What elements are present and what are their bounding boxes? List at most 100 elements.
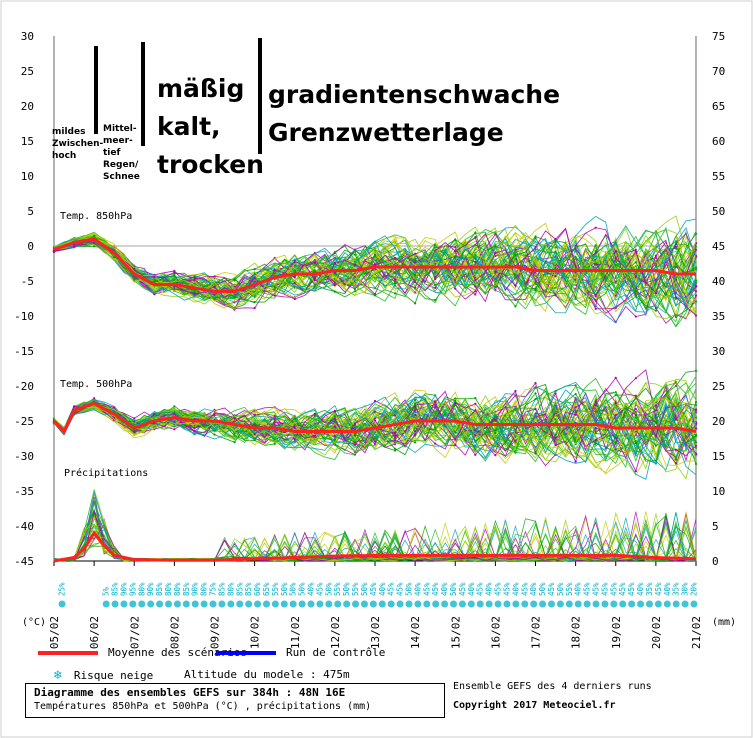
snow-risk-label: 55% <box>271 582 280 596</box>
ensemble-member-point <box>253 300 256 304</box>
ensemble-member-point <box>333 290 336 293</box>
ensemble-member-point <box>554 392 557 395</box>
snowflake-icon: ❄ <box>54 668 62 683</box>
ensemble-member-point <box>574 406 577 409</box>
ensemble-member-point <box>373 410 377 413</box>
ensemble-member-point <box>213 293 216 296</box>
ensemble-member-point <box>614 260 617 263</box>
snow-risk-label: 30% <box>681 582 690 596</box>
ensemble-member-line <box>53 379 697 460</box>
snowflake-icon <box>200 600 208 608</box>
ensemble-member-point <box>273 285 276 289</box>
ensemble-member-point <box>694 294 698 297</box>
snow-risk-label: 85% <box>217 582 226 596</box>
snow-risk-label: 50% <box>404 582 413 596</box>
snowflake-icon <box>271 600 279 608</box>
x-tick-label: 13/02 <box>369 616 382 649</box>
snowflake-icon <box>378 600 386 608</box>
snowflake-icon <box>334 600 342 608</box>
snow-risk-label: 50% <box>538 582 547 596</box>
ensemble-member-point <box>654 254 657 257</box>
snow-risk-label: 40% <box>485 582 494 596</box>
ensemble-member-point <box>434 286 437 289</box>
ensemble-member-point <box>373 440 377 443</box>
ensemble-member-point <box>393 439 397 442</box>
ensemble-member-line <box>53 229 697 300</box>
snow-risk-label: 55% <box>565 582 574 596</box>
ensemble-member-point <box>414 287 417 290</box>
snowflake-icon <box>619 600 627 608</box>
ensemble-member-point <box>414 433 417 436</box>
snowflake-icon <box>156 600 164 608</box>
snowflake-icon <box>645 600 653 608</box>
ensemble-member-point <box>694 300 698 303</box>
snow-risk-label: 25% <box>58 582 67 596</box>
panel-label: Précipitations <box>64 467 148 479</box>
ensemble-member-point <box>634 407 637 411</box>
ensemble-member-point <box>474 231 477 234</box>
snowflake-icon <box>280 600 288 608</box>
snowflake-icon <box>316 600 324 608</box>
chart-labels: 302520151050-5-10-15-20-25-30-35-40-4575… <box>14 30 736 649</box>
snowflake-icon <box>539 600 547 608</box>
snowflake-icon <box>307 600 315 608</box>
mean-series <box>52 237 697 563</box>
ensemble-member-point <box>313 285 316 288</box>
ensemble-member-point <box>113 406 116 409</box>
snow-risk-label: 40% <box>511 582 520 596</box>
ensemble-member-point <box>434 277 437 281</box>
annotation-mittelmeertief: Mittel- meer- tief Regen/ Schnee <box>103 123 140 183</box>
ensemble-member-point <box>514 428 517 431</box>
ensemble-member-point <box>474 243 477 246</box>
ensemble-member-point <box>474 397 477 400</box>
snowflake-icon <box>476 600 484 608</box>
ensemble-member-point <box>654 306 657 310</box>
legend-snow: ❄ Risque neige <box>54 668 153 683</box>
ensemble-member-point <box>333 283 336 287</box>
legend-control: Run de contrôle <box>216 646 385 659</box>
snowflake-icon <box>556 600 564 608</box>
ensemble-member-point <box>474 409 477 412</box>
snowflake-icon <box>120 600 128 608</box>
ensemble-member-point <box>373 294 377 297</box>
snowflake-icon <box>111 600 119 608</box>
ensemble-member-point <box>313 270 316 273</box>
ensemble-member-point <box>353 249 357 252</box>
snow-risk-label: 45% <box>458 582 467 596</box>
legend-snow-label: Risque neige <box>73 669 154 682</box>
ensemble-member-point <box>313 434 316 437</box>
ensemble-member-point <box>634 377 637 380</box>
y-tick-label: 20 <box>21 100 34 113</box>
ensemble-member-point <box>694 427 698 430</box>
y-tick-label: -20 <box>14 380 34 393</box>
ensemble-member-point <box>353 290 357 293</box>
snowflake-icon <box>503 600 511 608</box>
snowflake-icon <box>663 600 671 608</box>
ensemble-member-point <box>574 384 577 387</box>
snowflake-icon <box>352 600 360 608</box>
ensemble-member-point <box>654 444 657 447</box>
annotation-line: mildes <box>52 127 86 137</box>
ensemble-member-point <box>434 403 437 406</box>
ensemble-member-point <box>694 285 698 288</box>
annotation-mildes-zwischenhoch: mildes Zwischen- hoch <box>52 126 103 162</box>
ensemble-member-point <box>514 275 517 278</box>
annotation-line: Zwischen- <box>52 139 104 149</box>
ensemble-member-point <box>654 278 657 281</box>
snowflake-icon <box>583 600 591 608</box>
snow-risk-label: 35% <box>672 582 681 596</box>
snowflake-icon <box>369 600 377 608</box>
annotation-line: mäßig <box>157 74 245 103</box>
ensemble-member-point <box>193 276 196 279</box>
ensemble-member-point <box>133 417 136 420</box>
ensemble-member-point <box>273 419 276 422</box>
snow-risk-label: 20% <box>689 582 698 596</box>
ensemble-member-point <box>594 438 597 442</box>
ensemble-member-point <box>594 244 597 247</box>
ensemble-member-point <box>654 292 657 295</box>
mean-line-2 <box>53 530 697 563</box>
ensemble-member-point <box>313 412 316 416</box>
ensemble-member-point <box>634 248 637 251</box>
y2-tick-label: 10 <box>712 485 725 498</box>
ensemble-member-point <box>514 305 517 308</box>
